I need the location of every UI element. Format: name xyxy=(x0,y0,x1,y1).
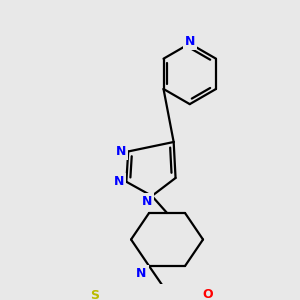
Text: O: O xyxy=(202,288,213,300)
Text: N: N xyxy=(184,35,195,48)
Text: N: N xyxy=(114,175,124,188)
Text: N: N xyxy=(116,145,126,158)
Text: N: N xyxy=(142,195,152,208)
Text: N: N xyxy=(136,267,147,280)
Text: S: S xyxy=(90,289,99,300)
